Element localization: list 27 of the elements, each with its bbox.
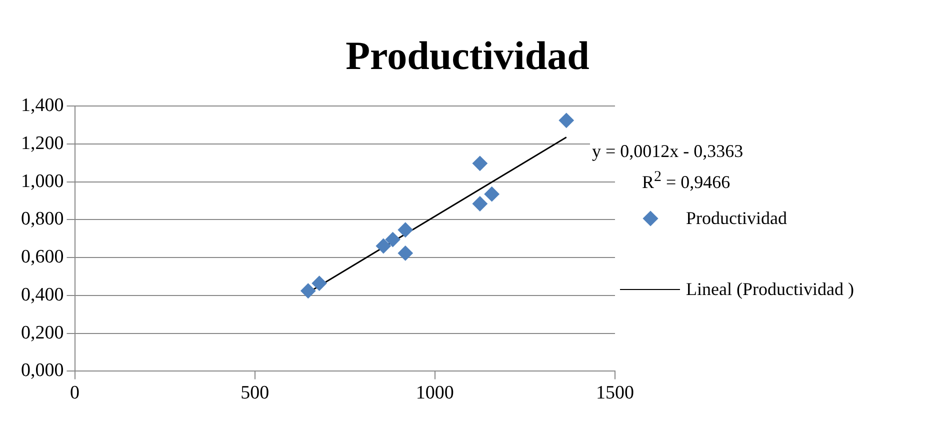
point — [398, 222, 413, 238]
y-tick-label: 1,000 — [21, 170, 64, 192]
chart-title: Productividad — [344, 32, 590, 79]
point — [312, 276, 327, 291]
x-tick-label: 500 — [240, 382, 270, 404]
legend-label: Productividad — [686, 208, 787, 229]
y-tick-label: 0,600 — [21, 246, 64, 268]
point — [472, 196, 488, 212]
text: R$^{2}$ = 0,9466 — [640, 167, 732, 193]
x-tick-label: 1500 — [596, 382, 634, 404]
point — [385, 232, 400, 248]
annotation: y = 0,0012x - 0,3363 — [590, 141, 746, 162]
point — [484, 186, 500, 202]
y-tick-label: 1,400 — [21, 94, 64, 116]
y-tick-label: 0,200 — [21, 322, 64, 344]
point — [300, 283, 316, 298]
x-tick-label: 1000 — [416, 382, 454, 404]
point — [472, 156, 488, 171]
point — [558, 112, 574, 128]
y-tick-label: 0,000 — [21, 360, 64, 382]
y-tick-label: 0,800 — [21, 208, 64, 230]
y-tick-label: 0,400 — [21, 284, 64, 306]
point — [398, 246, 413, 261]
y-tick-label: 1,200 — [21, 132, 64, 154]
point — [376, 238, 391, 254]
x-tick-label: 0 — [70, 382, 80, 404]
legend-label: Lineal (Productividad ) — [686, 279, 854, 300]
